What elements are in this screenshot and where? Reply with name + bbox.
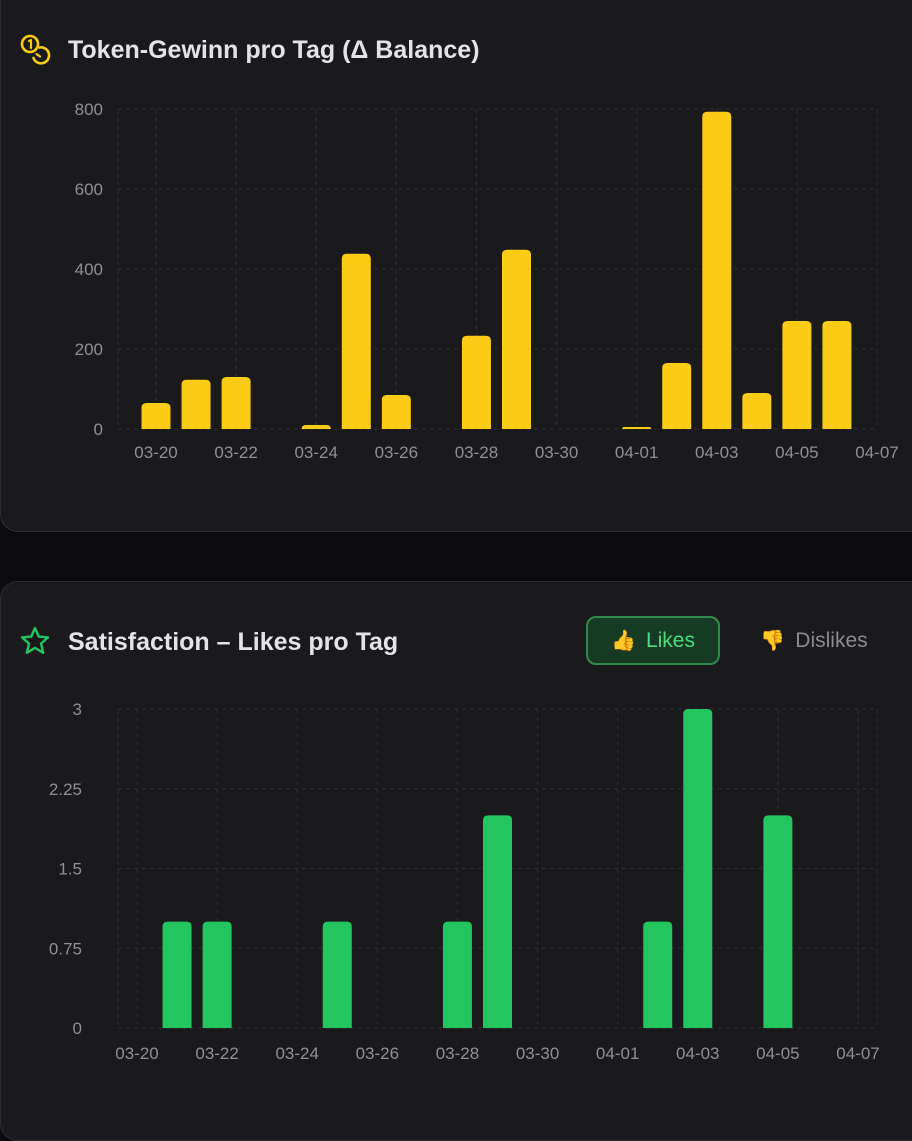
likes-bar <box>763 815 793 1028</box>
x-tick-label: 03-20 <box>115 1044 158 1063</box>
star-icon <box>19 625 51 662</box>
token-gain-card: Token-Gewinn pro Tag (Δ Balance) <box>0 0 912 532</box>
x-tick-label: 04-07 <box>836 1044 879 1063</box>
likes-bar-chart: 0 0.75 1.5 2.25 3 03-20 03-22 03-24 03-26 03-28 03… <box>49 700 880 1063</box>
gridlines <box>117 108 878 430</box>
x-tick-label: 04-01 <box>615 443 658 462</box>
token-bar <box>381 395 411 429</box>
token-bar <box>461 335 491 429</box>
likes-bar <box>322 921 352 1028</box>
likes-bar <box>442 921 472 1028</box>
x-tick-label: 04-03 <box>695 443 738 462</box>
token-chart-title: Token-Gewinn pro Tag (Δ Balance) <box>68 36 480 64</box>
token-bar <box>782 321 812 429</box>
y-tick-label: 1.5 <box>58 860 82 879</box>
x-tick-label: 04-01 <box>596 1044 639 1063</box>
token-bar <box>622 427 652 429</box>
y-tick-label: 0 <box>73 1019 82 1038</box>
y-tick-label: 2.25 <box>49 780 82 799</box>
x-tick-label: 03-22 <box>214 443 257 462</box>
y-tick-label: 0.75 <box>49 939 82 958</box>
thumbs-down-icon: 👎 <box>760 629 786 652</box>
gridlines <box>117 708 878 1029</box>
x-tick-label: 03-30 <box>516 1044 559 1063</box>
x-tick-label: 04-05 <box>775 443 818 462</box>
x-tick-label: 03-28 <box>436 1044 479 1063</box>
x-tick-label: 04-03 <box>676 1044 719 1063</box>
x-tick-label: 03-24 <box>275 1044 318 1063</box>
x-tick-label: 03-30 <box>535 443 578 462</box>
satisfaction-chart-title: Satisfaction – Likes pro Tag <box>68 628 399 656</box>
x-tick-label: 03-26 <box>356 1044 399 1063</box>
token-bar <box>742 393 772 429</box>
token-gain-bar-chart: 0 200 400 600 800 03-20 03-22 03-24 03-26 03-28 03… <box>75 100 899 462</box>
y-tick-label: 0 <box>94 420 103 439</box>
token-bar <box>141 403 171 429</box>
dislikes-toggle-button[interactable]: 👎 Dislikes <box>739 616 889 665</box>
coins-icon <box>19 33 51 70</box>
x-tick-label: 03-22 <box>195 1044 238 1063</box>
y-tick-label: 200 <box>75 340 103 359</box>
x-tick-label: 03-28 <box>455 443 498 462</box>
x-tick-label: 04-05 <box>756 1044 799 1063</box>
token-bar <box>301 425 331 429</box>
token-bar <box>662 363 692 429</box>
likes-label: Likes <box>645 628 695 652</box>
likes-bar <box>683 709 713 1028</box>
thumbs-up-icon: 👍 <box>611 629 636 652</box>
satisfaction-card: Satisfaction – Likes pro Tag 👍 Likes 👎 D… <box>0 581 912 1141</box>
x-tick-label: 03-26 <box>375 443 418 462</box>
token-bar <box>181 379 211 429</box>
token-bar <box>221 377 251 429</box>
x-tick-label: 04-07 <box>855 443 898 462</box>
y-tick-label: 800 <box>75 100 103 119</box>
y-tick-label: 3 <box>73 700 82 719</box>
likes-bar <box>162 921 192 1028</box>
likes-toggle-button[interactable]: 👍 Likes <box>586 616 720 665</box>
token-bar <box>702 111 732 430</box>
x-tick-label: 03-20 <box>134 443 177 462</box>
token-bar <box>502 249 531 429</box>
x-tick-label: 03-24 <box>294 443 337 462</box>
y-tick-label: 400 <box>75 260 103 279</box>
y-tick-label: 600 <box>75 180 103 199</box>
likes-bar <box>643 921 673 1028</box>
likes-bar <box>202 921 232 1028</box>
likes-bar <box>483 815 512 1028</box>
dislikes-label: Dislikes <box>795 628 868 652</box>
token-bar <box>822 321 852 429</box>
token-bar <box>341 253 371 429</box>
